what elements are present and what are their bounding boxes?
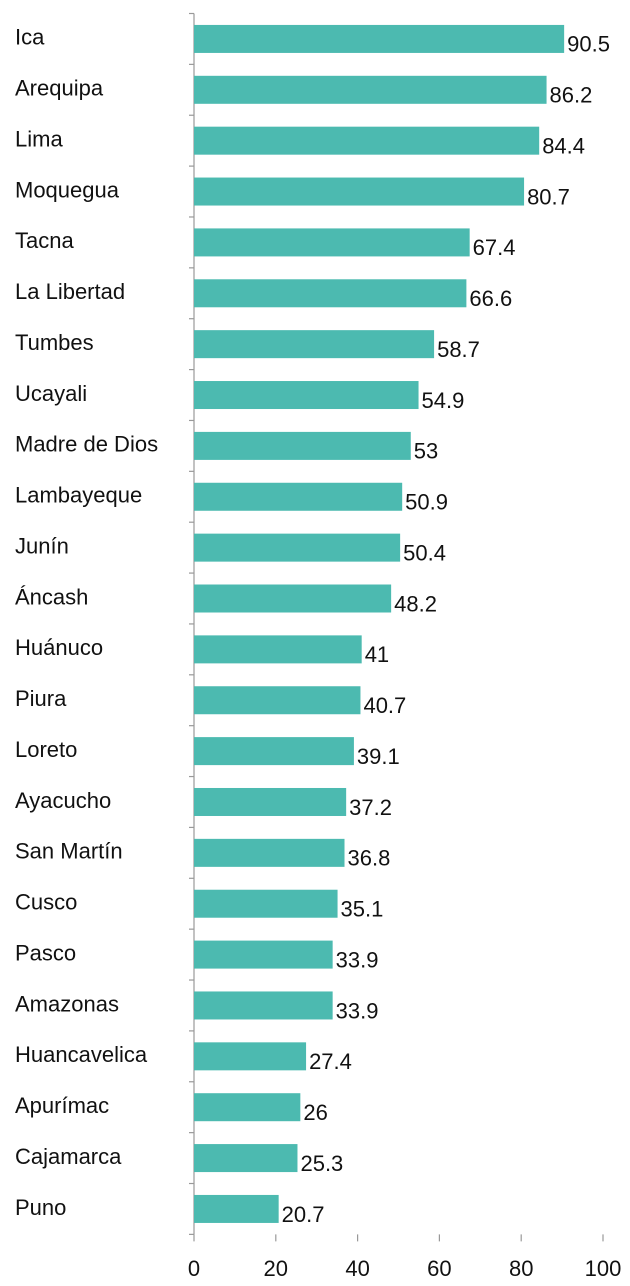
data-label: 25.3 <box>300 1151 343 1176</box>
data-label: 86.2 <box>550 83 593 108</box>
y-tick-label: Apurímac <box>15 1093 109 1118</box>
y-tick-label: Cajamarca <box>15 1144 122 1169</box>
bar <box>194 940 333 969</box>
data-label: 67.4 <box>473 235 516 260</box>
bar <box>194 228 470 257</box>
y-tick-label: La Libertad <box>15 279 125 304</box>
bar <box>194 177 525 206</box>
bar <box>194 1194 279 1223</box>
x-tick-label: 20 <box>264 1256 288 1281</box>
y-tick-label: Tacna <box>15 228 74 253</box>
y-tick-label: Ucayali <box>15 381 87 406</box>
y-tick-label: Áncash <box>15 584 88 609</box>
y-tick-label: Tumbes <box>15 330 94 355</box>
data-label: 50.9 <box>405 490 448 515</box>
y-tick-label: San Martín <box>15 839 123 864</box>
y-tick-label: Arequipa <box>15 76 104 101</box>
data-label: 26 <box>303 1100 327 1125</box>
x-tick-label: 0 <box>188 1256 200 1281</box>
bar <box>194 1144 298 1173</box>
data-label: 50.4 <box>403 540 446 565</box>
bar <box>194 889 338 918</box>
y-tick-label: Amazonas <box>15 991 119 1016</box>
y-tick-label: Moquegua <box>15 177 120 202</box>
bar <box>194 991 333 1020</box>
x-tick-label: 80 <box>509 1256 533 1281</box>
y-tick-label: Loreto <box>15 737 77 762</box>
bar <box>194 431 411 460</box>
y-tick-label: Lima <box>15 126 63 151</box>
y-tick-label: Piura <box>15 686 67 711</box>
y-tick-label: Madre de Dios <box>15 432 158 457</box>
y-tick-label: Huánuco <box>15 635 103 660</box>
bar <box>194 330 435 359</box>
data-label: 66.6 <box>469 286 512 311</box>
y-tick-label: Puno <box>15 1195 66 1220</box>
data-label: 80.7 <box>527 184 570 209</box>
data-label: 84.4 <box>542 133 585 158</box>
y-tick-label: Pasco <box>15 940 76 965</box>
y-tick-label: Ayacucho <box>15 788 111 813</box>
y-tick-label: Junín <box>15 533 69 558</box>
data-label: 33.9 <box>336 998 379 1023</box>
bar <box>194 381 419 410</box>
data-label: 27.4 <box>309 1049 352 1074</box>
y-tick-label: Huancavelica <box>15 1042 148 1067</box>
bar <box>194 1042 307 1071</box>
x-tick-label: 40 <box>345 1256 369 1281</box>
bar <box>194 635 362 664</box>
bar <box>194 686 361 715</box>
bar <box>194 787 347 816</box>
data-label: 90.5 <box>567 32 610 57</box>
bar <box>194 279 467 308</box>
data-label: 53 <box>414 439 438 464</box>
y-tick-label: Cusco <box>15 890 77 915</box>
bar <box>194 584 392 613</box>
data-label: 20.7 <box>282 1202 325 1227</box>
bar <box>194 126 540 155</box>
data-label: 54.9 <box>422 388 465 413</box>
bar <box>194 1093 301 1122</box>
bar <box>194 482 403 511</box>
x-tick-label: 100 <box>585 1256 622 1281</box>
bar <box>194 75 547 104</box>
bar <box>194 838 345 867</box>
data-label: 36.8 <box>348 846 391 871</box>
data-label: 41 <box>365 642 389 667</box>
data-label: 37.2 <box>349 795 392 820</box>
bar <box>194 24 565 53</box>
bar <box>194 533 401 562</box>
data-label: 48.2 <box>394 591 437 616</box>
y-tick-label: Lambayeque <box>15 483 142 508</box>
data-label: 33.9 <box>336 947 379 972</box>
data-label: 39.1 <box>357 744 400 769</box>
x-tick-label: 60 <box>427 1256 451 1281</box>
data-label: 35.1 <box>341 897 384 922</box>
y-tick-label: Ica <box>15 25 45 50</box>
data-label: 40.7 <box>363 693 406 718</box>
data-label: 58.7 <box>437 337 480 362</box>
bar <box>194 737 354 766</box>
